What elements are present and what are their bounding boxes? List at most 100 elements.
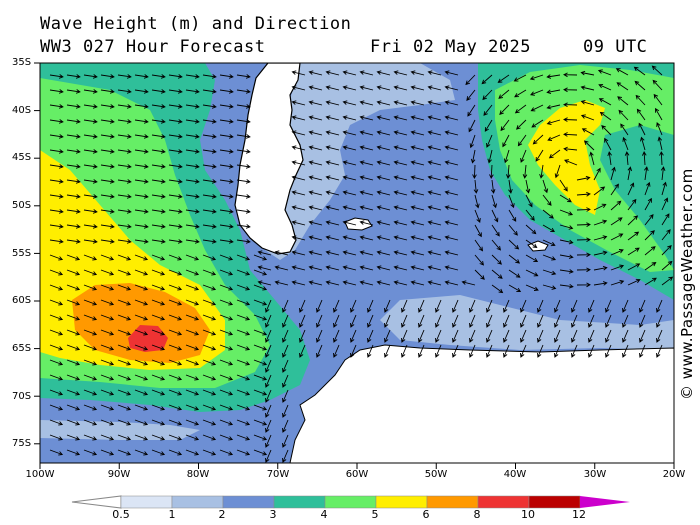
lon-label: 30W (583, 469, 607, 480)
wave-direction-arrow (134, 404, 149, 411)
wave-direction-arrow (644, 277, 657, 286)
wave-direction-arrow (656, 329, 663, 343)
wave-direction-arrow (66, 164, 81, 169)
wave-direction-arrow (282, 449, 289, 463)
axis-ticks (34, 62, 675, 469)
wave-direction-arrow (83, 164, 98, 169)
wave-direction-arrow (342, 250, 357, 256)
wave-direction-arrow (282, 314, 289, 328)
wave-direction-arrow (644, 214, 654, 226)
lon-label: 100W (25, 469, 55, 480)
wave-direction-arrow (539, 164, 544, 179)
wave-direction-arrow (661, 181, 667, 196)
wave-direction-arrow (291, 115, 306, 121)
wave-direction-arrow (202, 194, 217, 199)
wave-direction-arrow (520, 344, 527, 358)
wave-direction-arrow (580, 100, 595, 106)
wave-direction-arrow (525, 209, 535, 221)
wave-direction-arrow (359, 205, 374, 211)
wave-direction-arrow (427, 220, 442, 226)
wave-direction-arrow (185, 374, 200, 381)
colorbar-segment (71, 495, 122, 509)
wave-direction-arrow (151, 134, 166, 139)
wave-direction-arrow (185, 104, 200, 109)
wave-direction-arrow (151, 314, 166, 321)
wave-direction-arrow (333, 314, 340, 328)
wave-direction-arrow (342, 190, 357, 196)
colorbar-label: 5 (371, 508, 379, 521)
lon-label: 20W (662, 469, 686, 480)
wave-direction-arrow (168, 254, 183, 261)
wave-direction-arrow (532, 134, 544, 145)
wave-direction-arrow (559, 239, 574, 245)
wave-direction-arrow (427, 115, 442, 121)
wave-direction-arrow (638, 122, 646, 136)
wave-direction-arrow (83, 344, 98, 351)
wave-direction-arrow (444, 130, 459, 136)
wave-direction-arrow (66, 404, 81, 411)
wave-direction-arrow (151, 239, 166, 244)
wave-direction-arrow (219, 374, 234, 381)
wave-direction-arrow (644, 197, 652, 211)
wave-direction-arrow (537, 344, 544, 358)
wave-direction-arrow (134, 179, 149, 184)
wave-direction-arrow (333, 344, 340, 358)
wave-direction-arrow (393, 265, 408, 271)
wave-direction-arrow (546, 74, 561, 79)
wave-direction-arrow (185, 329, 200, 336)
falkland-islands (344, 217, 373, 231)
wave-direction-arrow (410, 160, 425, 166)
wave-direction-arrow (185, 224, 200, 229)
wave-direction-arrow (499, 104, 510, 115)
wave-direction-arrow (49, 344, 64, 351)
wave-direction-arrow (644, 230, 655, 241)
wave-direction-arrow (376, 205, 391, 211)
wave-direction-arrow (291, 100, 306, 106)
wave-direction-arrow (525, 239, 538, 249)
wave-direction-arrow (384, 314, 391, 328)
wave-direction-arrow (134, 119, 149, 124)
wave-direction-arrow (444, 85, 459, 91)
wave-direction-arrow (359, 190, 374, 196)
wave-direction-arrow (168, 209, 183, 214)
wave-direction-arrow (202, 404, 217, 411)
wave-direction-arrow (505, 164, 511, 179)
wave-direction-arrow (359, 100, 374, 106)
wave-direction-arrow (236, 404, 251, 411)
wave-direction-arrow (100, 449, 115, 456)
wave-direction-arrow (151, 374, 166, 381)
wave-direction-arrow (49, 74, 64, 79)
wave-direction-arrow (410, 190, 425, 196)
wave-direction-arrow (367, 344, 374, 358)
wave-direction-arrow (576, 282, 591, 288)
wave-direction-arrow (185, 284, 200, 291)
wave-direction-arrow (376, 70, 391, 76)
wave-direction-arrow (291, 220, 306, 226)
colorbar-label: 4 (320, 508, 328, 521)
wave-direction-arrow (444, 235, 459, 241)
wave-direction-arrow (291, 145, 306, 151)
wave-direction-arrow (410, 220, 425, 226)
wave-direction-arrow (486, 314, 493, 328)
wave-direction-arrow (83, 119, 98, 124)
wave-direction-arrow (597, 69, 612, 76)
wave-direction-arrow (547, 134, 561, 141)
wave-direction-arrow (508, 239, 520, 250)
wave-direction-arrow (559, 283, 574, 289)
wave-direction-arrow (461, 280, 476, 286)
wave-direction-arrow (282, 299, 289, 313)
wave-direction-arrow (151, 179, 166, 184)
wave-direction-arrow (598, 83, 612, 91)
wave-direction-arrow (624, 151, 630, 166)
wave-direction-arrow (350, 329, 357, 343)
wave-direction-arrow (644, 181, 651, 196)
wave-direction-arrow (393, 250, 408, 256)
wave-direction-arrow (49, 119, 64, 124)
wave-direction-arrow (168, 119, 183, 124)
wave-direction-arrow (486, 134, 493, 148)
wave-direction-arrow (282, 374, 289, 388)
wave-direction-arrow (257, 265, 272, 271)
wave-direction-arrow (489, 164, 494, 179)
wave-direction-arrow (117, 344, 132, 351)
wave-direction-arrow (593, 203, 607, 211)
